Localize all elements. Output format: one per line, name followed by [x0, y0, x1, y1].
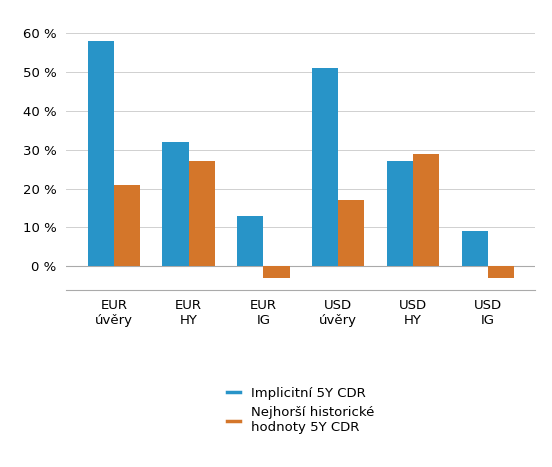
- Bar: [263, 266, 290, 278]
- Bar: [237, 216, 263, 266]
- Legend: Implicitní 5Y CDR, Nejhorší historické
hodnoty 5Y CDR: Implicitní 5Y CDR, Nejhorší historické h…: [227, 387, 374, 434]
- Bar: [461, 231, 488, 266]
- Bar: [162, 142, 189, 266]
- Bar: [338, 200, 364, 266]
- Bar: [114, 185, 140, 266]
- Bar: [312, 68, 338, 266]
- Bar: [488, 266, 514, 278]
- Bar: [88, 41, 114, 266]
- Bar: [189, 162, 215, 266]
- Bar: [387, 162, 413, 266]
- Bar: [413, 154, 439, 266]
